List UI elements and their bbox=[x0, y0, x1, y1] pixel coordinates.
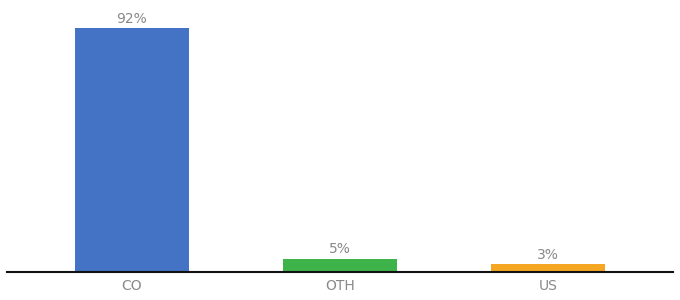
Text: 5%: 5% bbox=[329, 242, 351, 256]
Text: 3%: 3% bbox=[537, 248, 559, 262]
Bar bbox=[75, 28, 189, 272]
Text: 92%: 92% bbox=[116, 11, 147, 26]
Bar bbox=[491, 264, 605, 272]
Bar bbox=[283, 259, 397, 272]
